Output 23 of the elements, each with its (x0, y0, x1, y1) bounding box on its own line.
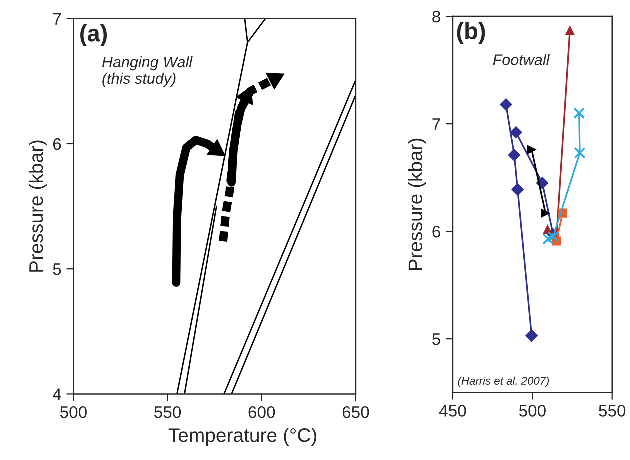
annotation: (Harris et al. 2007) (458, 376, 550, 388)
x-tick-label: 450 (439, 405, 466, 417)
y-axis-title: Pressure (kbar) (408, 138, 426, 270)
annotation: Footwall (493, 54, 550, 66)
annotation: (b) (457, 22, 486, 44)
y-tick-label: 7 (53, 13, 62, 25)
x-axis-title: Temperature (°C) (168, 428, 317, 446)
y-tick-label: 4 (53, 388, 62, 400)
annotation: (a) (80, 24, 108, 46)
x-tick-label: 500 (519, 405, 546, 417)
x-tick-label: 500 (60, 406, 87, 418)
y-tick-label: 5 (53, 264, 62, 276)
annotation: Hanging Wall (this study) (102, 56, 193, 88)
x-tick-label: 550 (154, 406, 182, 418)
x-tick-label: 550 (599, 405, 626, 417)
y-tick-label: 5 (432, 334, 440, 346)
y-tick-label: 6 (432, 226, 440, 238)
y-tick-label: 6 (53, 138, 62, 150)
x-tick-label: 650 (342, 406, 370, 418)
y-tick-label: 8 (432, 10, 440, 23)
y-tick-label: 7 (432, 118, 440, 130)
x-tick-label: 600 (248, 406, 276, 418)
y-axis-title: Pressure (kbar) (28, 140, 48, 272)
